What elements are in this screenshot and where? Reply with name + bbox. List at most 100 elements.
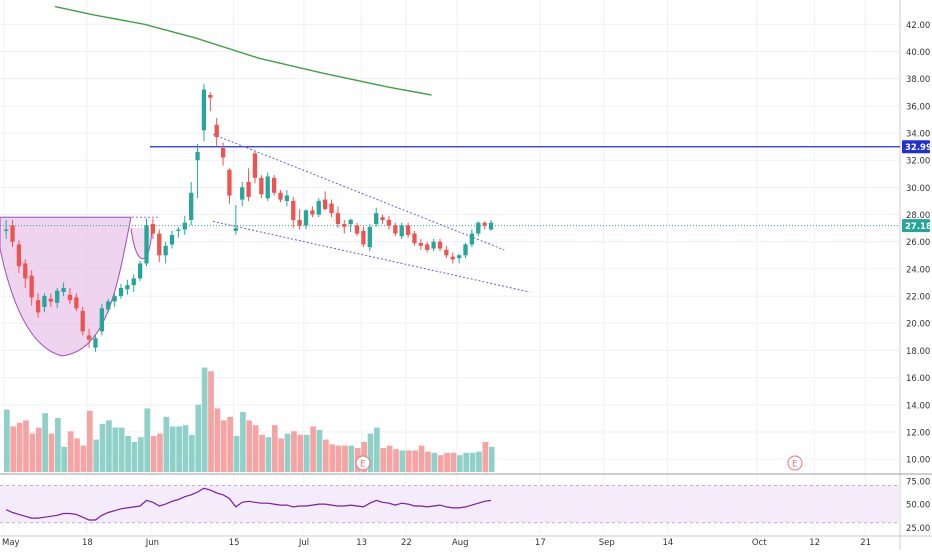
price-marker-badge [902, 140, 930, 154]
time-tick-label: Aug [452, 538, 469, 548]
volume-bar [259, 434, 265, 472]
price-tick-label: 16.00 [906, 374, 930, 384]
volume-bar [99, 424, 106, 472]
candle-body [386, 219, 392, 226]
price-tick-label: 26.00 [906, 238, 930, 248]
candle-body [444, 249, 449, 256]
volume-bar [163, 416, 170, 472]
volume-bar [61, 446, 68, 472]
candle-body [488, 222, 494, 230]
time-tick-label: 21 [860, 538, 871, 548]
candle-body [303, 210, 309, 226]
price-marker[interactable]: 27.18 [902, 219, 932, 233]
price-marker[interactable]: 32.99 [902, 140, 932, 154]
candle-body [125, 285, 130, 290]
volume-bar [80, 445, 87, 472]
candle [342, 219, 347, 234]
volume-bar [374, 427, 380, 472]
candle [106, 298, 111, 313]
price-tick-label: 36.00 [906, 102, 930, 112]
volume-bar [220, 420, 227, 472]
candle-body [310, 210, 315, 215]
volume-bar [176, 426, 182, 472]
volume-bar [329, 444, 336, 472]
price-tick-label: 10.00 [906, 456, 930, 466]
candle-body [456, 255, 462, 259]
candle [386, 215, 392, 230]
candle-body [278, 192, 283, 200]
volume-bar [405, 450, 412, 472]
candle [303, 209, 309, 230]
candle [208, 92, 213, 112]
candle [240, 181, 245, 207]
volume-bar [150, 436, 157, 472]
volume-bar [106, 420, 112, 472]
time-axis[interactable]: May 18 Jun 15 Jul 13 22 Aug 17 Sep 14 Oct 12 21 [2, 538, 871, 548]
volume-bar [169, 426, 176, 472]
volume-panel [4, 367, 495, 472]
candle [201, 84, 207, 142]
earnings-marker[interactable]: E [355, 455, 371, 471]
volume-bar [399, 450, 406, 472]
cup-handle [130, 228, 153, 260]
candle [131, 274, 136, 292]
volume-bar [463, 452, 470, 472]
candle-body [157, 233, 162, 256]
candle [144, 218, 149, 267]
price-tick-label: 40.00 [906, 48, 930, 58]
candle-body [227, 169, 232, 196]
time-tick-label: Jul [298, 538, 309, 548]
candle [10, 219, 15, 248]
candle-body [265, 176, 270, 199]
candle [182, 215, 187, 235]
volume-bar [23, 420, 29, 472]
volume-bar [367, 433, 374, 472]
candle [150, 218, 156, 239]
candle-body [10, 225, 15, 242]
rsi-tick-label: 25.00 [906, 524, 930, 534]
cup-pattern [0, 216, 160, 357]
candle-body [335, 213, 341, 225]
candle [189, 181, 194, 226]
volume-bar [271, 425, 278, 472]
price-axis[interactable]: 42.00 40.00 38.00 36.00 34.00 32.00 30.00 28.00… [902, 21, 932, 534]
candle [259, 175, 264, 199]
rsi-line [5, 487, 492, 521]
volume-bar [310, 426, 316, 472]
candle [125, 279, 130, 295]
time-tick-label: 18 [82, 538, 93, 548]
candle-body [271, 177, 277, 193]
volume-bar [74, 438, 80, 472]
volume-bar [431, 452, 438, 472]
candle-body [463, 244, 468, 256]
earnings-marker[interactable]: E [787, 455, 803, 471]
volume-bar [380, 448, 387, 472]
candle [367, 224, 372, 252]
candle [163, 241, 168, 264]
candle-body [220, 147, 226, 158]
candle-body [93, 338, 98, 348]
candle [291, 196, 296, 229]
candle-body [329, 203, 334, 214]
volume-bar [233, 436, 240, 472]
volume-bar [16, 422, 23, 472]
candle-body [144, 225, 149, 264]
candle [214, 118, 219, 147]
volume-bar [393, 449, 399, 472]
candle [220, 142, 226, 166]
volume-bar [48, 433, 55, 472]
candle [393, 222, 398, 237]
candle-body [131, 278, 136, 286]
candle-body [354, 225, 360, 234]
time-tick-label: 14 [663, 538, 674, 548]
earnings-marker-circle [787, 455, 803, 471]
candle-body [48, 298, 53, 302]
candle-body [99, 308, 104, 332]
time-tick-label: Sep [599, 538, 615, 548]
volume-bar [437, 455, 444, 472]
candle [456, 253, 462, 264]
candle-body [233, 228, 238, 231]
